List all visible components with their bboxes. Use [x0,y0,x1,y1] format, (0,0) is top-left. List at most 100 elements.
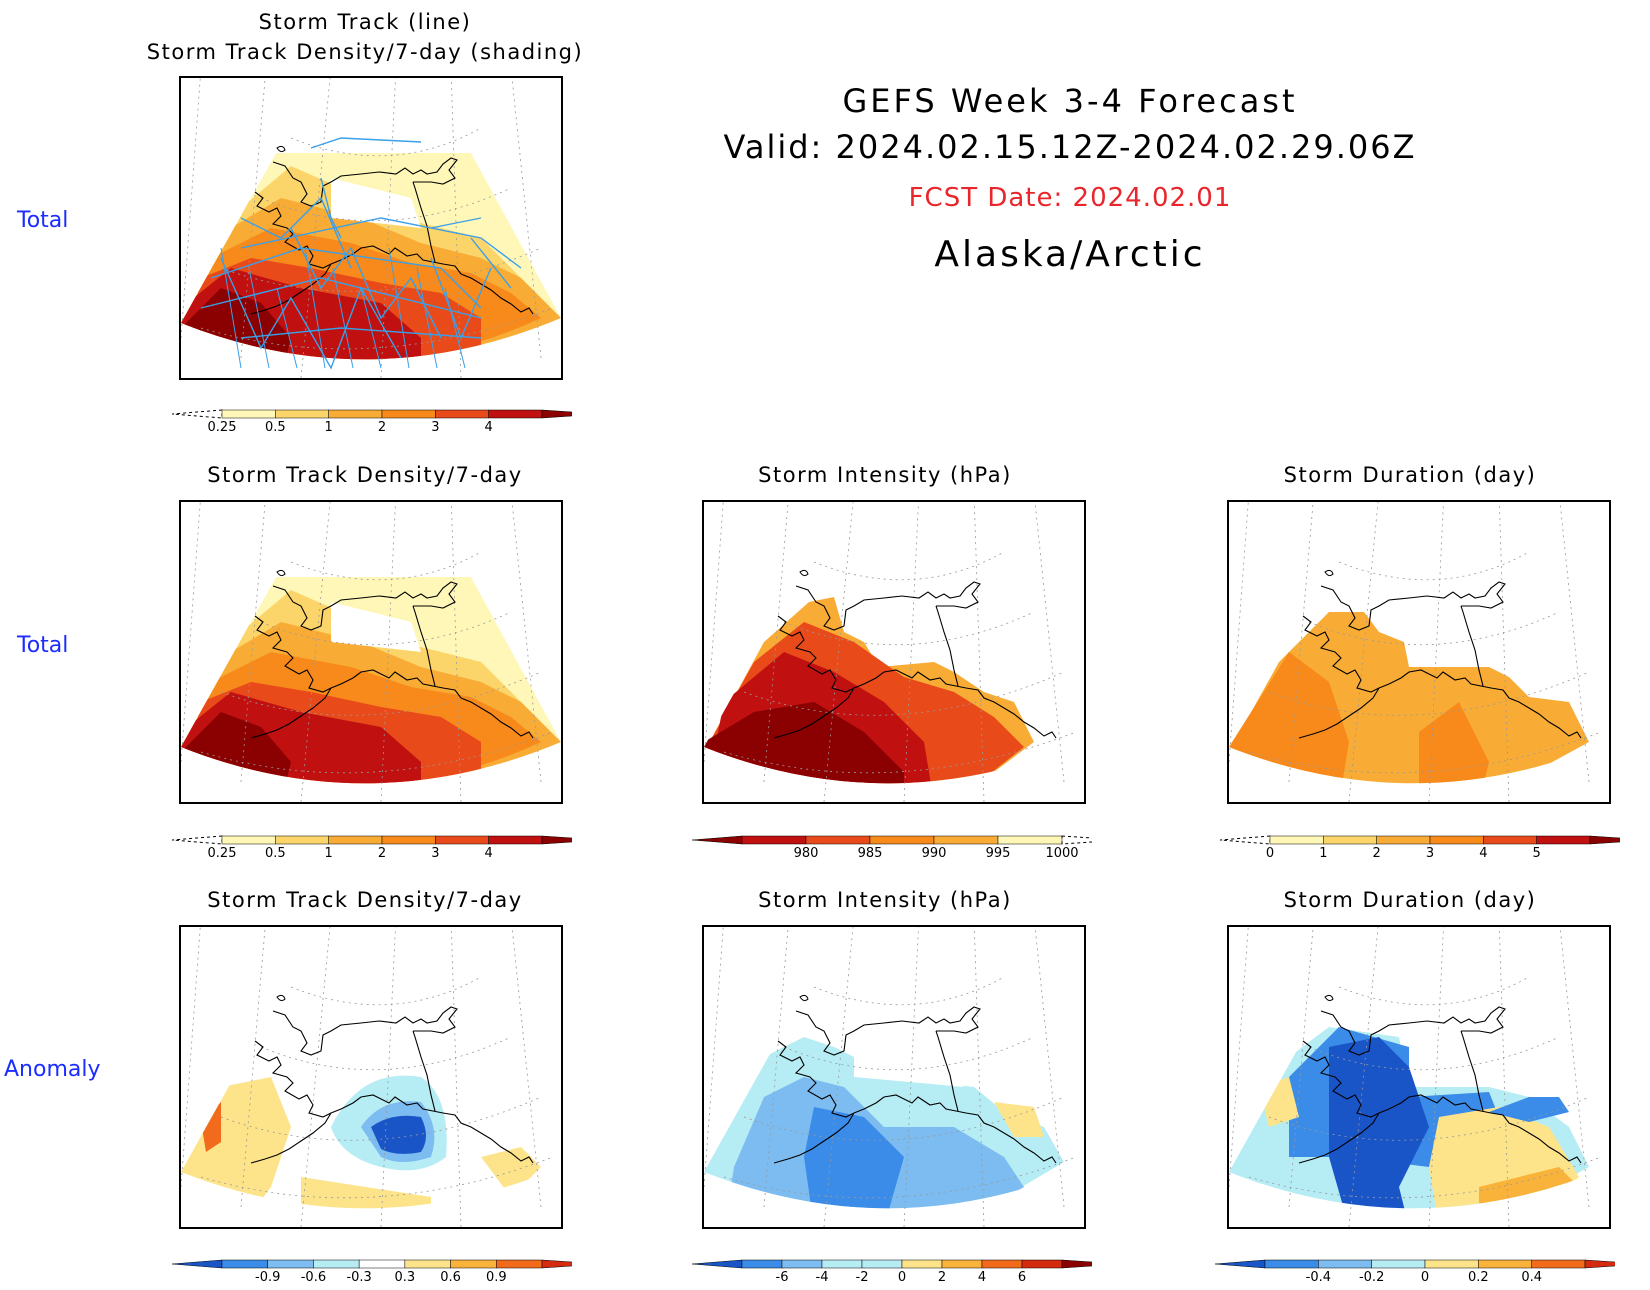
map-parallel [1338,976,1530,1006]
colorbar-segment [805,835,871,845]
colorbar-right-triangle [1589,835,1620,845]
storm-track-line [416,267,438,369]
colorbar-tick-label: 4 [485,846,493,861]
storm-track-line [248,267,270,369]
storm-track-line [388,247,410,369]
map-meridian [511,502,542,783]
map-intensity-anomaly [704,927,1077,1227]
colorbar-tick-label: 0 [898,1270,906,1285]
map-coastline [773,1006,1057,1164]
colorbar-tick-label: 2 [378,420,386,435]
storm-track-line [210,247,482,309]
colorbar-tick-label: 2 [1373,846,1381,861]
colorbar-right-triangle [541,1259,572,1269]
map-parallel [783,1036,1035,1071]
storm-track-line [220,257,402,370]
colorbar-segment [1371,1259,1426,1269]
colorbar-segment [1264,1259,1319,1269]
map-parallel [220,1096,542,1141]
panel-title-intensity-total: Storm Intensity (hPa) [758,463,1012,487]
map-island [276,994,286,1002]
colorbar-segment [741,1259,783,1269]
map-meridian [450,502,462,802]
colorbar-segment [821,1259,863,1269]
map-panel-duration-anomaly [1227,925,1611,1229]
map-contour-fill [481,1147,541,1197]
map-parallel [743,1096,1065,1141]
colorbar-segment [933,835,999,845]
map-fill-group [181,1075,541,1209]
colorbar-tick-label: 0.5 [265,846,286,861]
map-contour-fill [1329,1037,1429,1209]
map-contour-fill [1419,702,1489,784]
colorbar-segment [1483,835,1537,845]
map-density-total [181,502,561,802]
map-fill-group [704,1037,1064,1209]
colorbar-intensity-anomaly: -6 -4 -2 0 2 4 6 [692,1259,1092,1285]
map-parallel [290,976,482,1006]
colorbar-tick-label: 4 [978,1270,986,1285]
colorbar-segment [741,835,807,845]
map-contour-fill [854,1047,964,1087]
storm-track-line [430,257,492,340]
map-contour-fill [804,1107,904,1209]
map-meridian [1559,502,1590,783]
colorbar-segment [1318,1259,1372,1269]
map-meridian [903,927,919,1227]
panel-title-density-anomaly: Storm Track Density/7-day [207,888,523,912]
map-meridian [1034,502,1065,783]
colorbar-segment [781,1259,823,1269]
storm-track-line [470,237,512,289]
map-meridian [300,78,331,378]
colorbar-segment [328,835,383,845]
map-coastline [250,1006,534,1164]
map-parallel [813,551,1005,581]
colorbar-segment [358,1259,406,1269]
map-parallel [1268,1096,1590,1141]
storm-track-line [240,327,482,339]
colorbar-tick-label: 0.25 [208,846,237,861]
colorbar-segment [1021,1259,1063,1269]
map-parallel [783,611,1035,646]
colorbar-right-triangle [541,409,572,419]
colorbar-tick-label: -2 [856,1270,869,1285]
colorbar-tick-label: 2 [378,846,386,861]
map-fill-group [1229,1027,1589,1209]
colorbar-segment [861,1259,903,1269]
map-parallel [260,1036,512,1071]
storm-track-line [430,217,482,229]
storm-track-line [360,287,382,369]
colorbar-tick-label: 4 [1479,846,1487,861]
colorbar-segment [221,1259,268,1269]
map-parallel [200,1156,554,1199]
panel-title-intensity-anomaly: Storm Intensity (hPa) [758,888,1012,912]
map-parallel [220,671,542,716]
colorbar-segment [328,409,383,419]
colorbar-track-density: 0.25 0.5 1 2 3 4 [172,409,572,435]
storm-track-line [332,267,354,369]
map-storm-track [181,78,561,378]
colorbar-segment [488,409,543,419]
colorbar-tick-label: 5 [1533,846,1541,861]
colorbar-segment [488,835,543,845]
map-meridian [763,502,789,783]
map-meridian [511,78,542,359]
map-island [1324,569,1334,577]
colorbar-left-triangle [692,835,743,845]
colorbar-tick-label: 0.6 [440,1270,461,1285]
map-meridian [240,78,266,359]
map-contour-fill [331,602,421,652]
colorbar-segment [435,835,489,845]
storm-track-line [220,247,242,369]
colorbar-tick-label: -0.4 [1306,1270,1331,1285]
row-label-total-1: Total [17,208,69,233]
map-contour-fill [201,1102,221,1152]
colorbar-segment [1376,835,1431,845]
colorbar-tick-label: 0 [1421,1270,1429,1285]
colorbar-segment [1424,1259,1479,1269]
colorbar-segment [941,1259,983,1269]
map-coastline [773,581,1057,739]
panel-title-density-total: Storm Track Density/7-day [207,463,523,487]
map-fill-group [704,597,1034,784]
colorbar-tick-label: 1 [325,420,333,435]
